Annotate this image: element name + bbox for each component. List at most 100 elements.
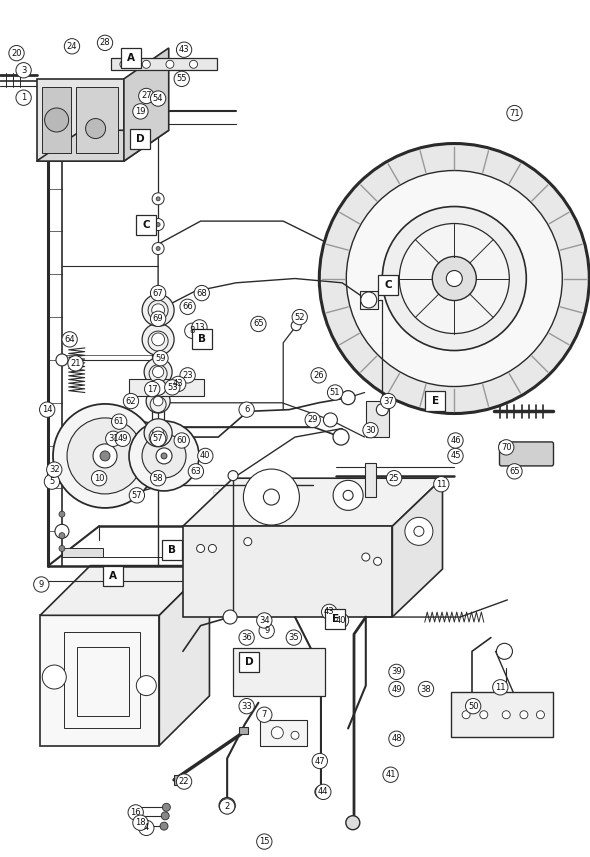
Text: 71: 71 — [509, 109, 520, 117]
Text: B: B — [198, 334, 206, 345]
Polygon shape — [183, 526, 392, 617]
Circle shape — [257, 834, 272, 849]
Polygon shape — [40, 566, 209, 615]
Circle shape — [346, 816, 360, 830]
Circle shape — [389, 731, 404, 746]
Circle shape — [59, 532, 65, 539]
Circle shape — [45, 108, 68, 132]
Circle shape — [251, 316, 266, 332]
Circle shape — [434, 476, 449, 492]
Circle shape — [271, 727, 283, 739]
Circle shape — [153, 396, 163, 406]
Circle shape — [405, 518, 433, 545]
Circle shape — [446, 271, 463, 286]
Text: 43: 43 — [324, 608, 335, 616]
Text: 55: 55 — [176, 75, 187, 83]
Text: 58: 58 — [153, 474, 163, 482]
Text: 34: 34 — [259, 616, 270, 625]
Text: 68: 68 — [196, 289, 207, 297]
Text: 54: 54 — [153, 94, 163, 103]
Circle shape — [363, 423, 378, 438]
Circle shape — [142, 434, 186, 478]
Circle shape — [263, 489, 280, 505]
Circle shape — [286, 630, 301, 645]
Text: 45: 45 — [450, 452, 461, 460]
FancyBboxPatch shape — [121, 48, 141, 69]
Circle shape — [386, 470, 402, 486]
Circle shape — [67, 418, 143, 494]
Circle shape — [56, 354, 68, 366]
Circle shape — [480, 710, 488, 719]
Polygon shape — [233, 648, 324, 696]
Circle shape — [536, 710, 545, 719]
Circle shape — [128, 805, 143, 820]
Circle shape — [198, 448, 213, 464]
Text: 49: 49 — [117, 434, 128, 443]
Text: 18: 18 — [135, 818, 146, 827]
Text: 69: 69 — [153, 315, 163, 323]
Text: 48: 48 — [391, 734, 402, 743]
Text: 25: 25 — [389, 474, 399, 482]
Polygon shape — [159, 566, 209, 746]
Circle shape — [62, 332, 77, 347]
Text: 29: 29 — [307, 416, 318, 424]
Circle shape — [55, 524, 69, 538]
Circle shape — [196, 544, 205, 553]
Text: 2: 2 — [225, 802, 230, 811]
Text: 33: 33 — [241, 702, 252, 710]
Text: 31: 31 — [108, 434, 119, 443]
Text: 27: 27 — [141, 92, 152, 100]
Circle shape — [106, 431, 121, 446]
Circle shape — [142, 60, 150, 69]
Polygon shape — [260, 720, 307, 746]
Text: D: D — [245, 656, 253, 667]
Text: 43: 43 — [173, 380, 183, 388]
Circle shape — [166, 60, 174, 69]
Circle shape — [53, 404, 157, 508]
Text: 64: 64 — [64, 335, 75, 344]
Circle shape — [68, 356, 83, 371]
Text: B: B — [168, 545, 176, 555]
Circle shape — [520, 710, 528, 719]
Circle shape — [142, 294, 174, 327]
Circle shape — [16, 90, 31, 105]
Circle shape — [156, 448, 172, 464]
Circle shape — [259, 623, 274, 638]
Circle shape — [493, 680, 508, 695]
Circle shape — [34, 577, 49, 592]
Circle shape — [327, 385, 343, 400]
Circle shape — [152, 243, 164, 255]
Polygon shape — [360, 291, 378, 309]
Polygon shape — [239, 727, 248, 734]
Circle shape — [496, 644, 513, 659]
Polygon shape — [76, 87, 118, 153]
Circle shape — [381, 393, 396, 409]
Text: 9: 9 — [264, 626, 269, 635]
Circle shape — [148, 300, 168, 321]
Circle shape — [291, 731, 299, 740]
Text: 57: 57 — [132, 491, 142, 500]
Text: R: R — [225, 485, 235, 500]
Polygon shape — [111, 58, 217, 70]
Circle shape — [156, 247, 160, 250]
Circle shape — [142, 323, 174, 356]
Circle shape — [507, 105, 522, 121]
Circle shape — [97, 35, 113, 51]
Circle shape — [382, 207, 526, 351]
Circle shape — [150, 380, 166, 395]
Circle shape — [502, 710, 510, 719]
Circle shape — [100, 451, 110, 461]
Circle shape — [376, 404, 388, 416]
Circle shape — [139, 820, 154, 836]
Text: 53: 53 — [167, 383, 178, 392]
FancyBboxPatch shape — [239, 651, 259, 672]
Circle shape — [192, 320, 207, 335]
Circle shape — [129, 421, 199, 491]
FancyBboxPatch shape — [103, 566, 123, 586]
Circle shape — [239, 630, 254, 645]
Circle shape — [239, 402, 254, 417]
Circle shape — [144, 358, 172, 386]
Circle shape — [144, 419, 172, 446]
Circle shape — [311, 368, 326, 383]
Text: 49: 49 — [391, 685, 402, 693]
